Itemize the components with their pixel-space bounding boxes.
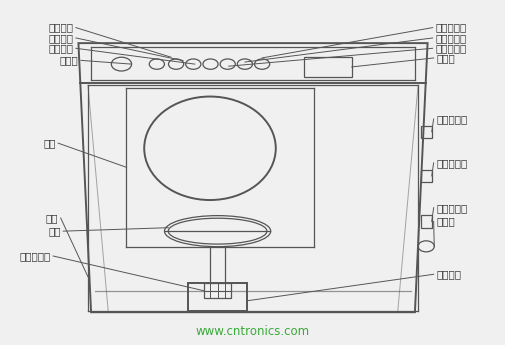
Bar: [188, 283, 246, 310]
Text: 停止按钮: 停止按钮: [48, 23, 73, 32]
Bar: [420, 215, 431, 228]
Text: 低水位按钮: 低水位按钮: [434, 43, 466, 53]
Text: 电磁离合器: 电磁离合器: [19, 251, 50, 261]
Text: 内桶: 内桶: [43, 138, 56, 148]
Bar: [420, 170, 431, 182]
Text: 显示器: 显示器: [435, 53, 454, 63]
Text: 拨盘: 拨盘: [48, 226, 61, 236]
Text: 低水位开关: 低水位开关: [435, 203, 467, 213]
Text: 进水口: 进水口: [60, 56, 78, 65]
Text: 排水口: 排水口: [435, 217, 454, 226]
Bar: [420, 126, 431, 138]
Bar: [203, 283, 231, 298]
Text: 中水位按钮: 中水位按钮: [434, 33, 466, 43]
Text: 启动按钮: 启动按钮: [48, 43, 73, 53]
Text: www.cntronics.com: www.cntronics.com: [195, 325, 310, 338]
Text: 高水位按钮: 高水位按钮: [434, 23, 466, 32]
Bar: [303, 57, 351, 77]
Text: 外桶: 外桶: [45, 213, 58, 223]
Text: 洗涤电机: 洗涤电机: [435, 269, 460, 279]
Text: 高水位开关: 高水位开关: [435, 114, 467, 124]
Text: 中水位开关: 中水位开关: [435, 158, 467, 168]
Text: 排水按钮: 排水按钮: [48, 33, 73, 43]
